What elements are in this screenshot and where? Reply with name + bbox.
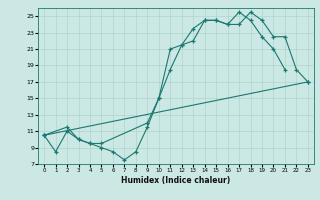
X-axis label: Humidex (Indice chaleur): Humidex (Indice chaleur) [121,176,231,185]
